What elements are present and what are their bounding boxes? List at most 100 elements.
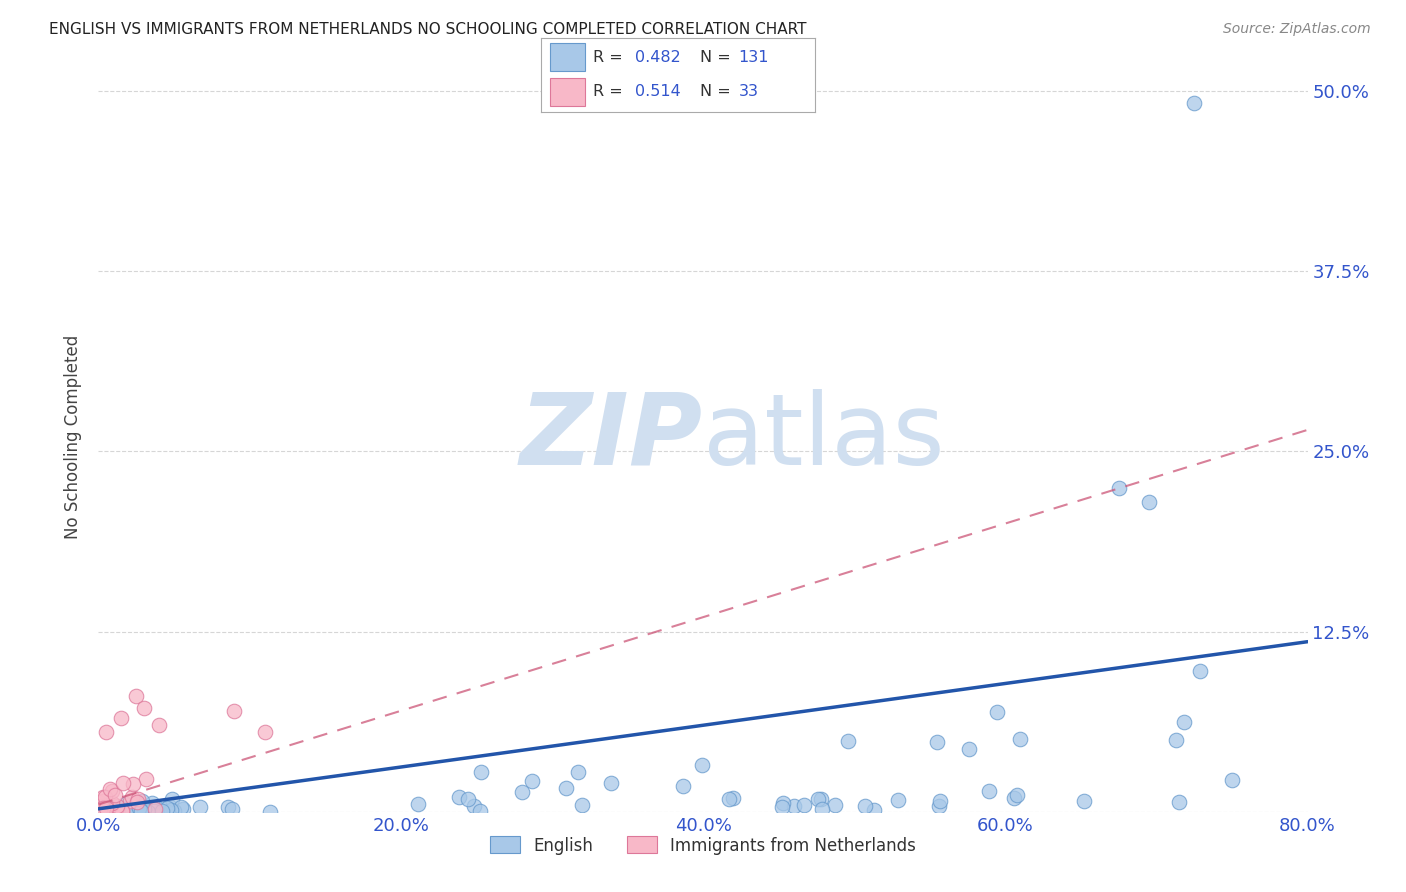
Point — [104, 789, 127, 803]
Point — [93, 802, 115, 816]
Point — [110, 803, 132, 817]
Point — [91, 801, 114, 815]
Point — [125, 804, 148, 818]
Point — [110, 803, 132, 817]
Point — [94, 801, 117, 815]
Point — [457, 792, 479, 806]
Point — [1002, 791, 1025, 805]
Point — [100, 801, 122, 815]
Text: R =: R = — [593, 50, 628, 65]
Point — [94, 804, 117, 818]
Point — [449, 790, 471, 805]
Point — [114, 803, 136, 817]
Text: ENGLISH VS IMMIGRANTS FROM NETHERLANDS NO SCHOOLING COMPLETED CORRELATION CHART: ENGLISH VS IMMIGRANTS FROM NETHERLANDS N… — [49, 22, 807, 37]
Point — [129, 805, 152, 819]
Point — [103, 805, 125, 819]
Point — [690, 758, 713, 772]
Point — [112, 776, 135, 790]
Point — [721, 791, 744, 805]
Point — [134, 803, 156, 817]
Point — [98, 804, 121, 818]
Point — [97, 801, 120, 815]
Point — [111, 805, 134, 819]
Point — [125, 795, 148, 809]
Point — [98, 803, 121, 817]
Point — [567, 764, 589, 779]
Point — [98, 801, 121, 815]
Point — [101, 796, 124, 810]
Point — [807, 792, 830, 806]
Point — [105, 802, 128, 816]
Point — [163, 804, 186, 818]
Point — [128, 801, 150, 815]
Point — [91, 805, 114, 819]
Point — [135, 772, 157, 787]
Point — [103, 805, 125, 819]
Point — [770, 800, 793, 814]
Point — [114, 802, 136, 816]
Point — [217, 799, 239, 814]
Point — [138, 805, 160, 819]
Text: Source: ZipAtlas.com: Source: ZipAtlas.com — [1223, 22, 1371, 37]
Bar — [550, 78, 585, 105]
Point — [124, 804, 146, 818]
Point — [929, 794, 952, 808]
Point — [90, 801, 112, 815]
Text: 131: 131 — [738, 50, 769, 65]
Point — [94, 725, 117, 739]
Point — [127, 800, 149, 814]
Point — [101, 783, 124, 797]
Point — [118, 801, 141, 815]
Point — [811, 802, 834, 816]
Point — [94, 790, 117, 805]
Point — [824, 798, 846, 813]
Point — [122, 804, 145, 818]
Point — [1167, 795, 1189, 809]
Point — [122, 777, 145, 791]
Point — [134, 805, 156, 819]
Point — [105, 805, 128, 819]
Text: N =: N = — [700, 50, 737, 65]
Point — [510, 785, 533, 799]
Point — [131, 804, 153, 818]
Point — [91, 805, 114, 819]
Point — [105, 804, 128, 818]
Point — [408, 797, 430, 811]
Point — [145, 801, 167, 815]
Point — [977, 783, 1000, 797]
Point — [928, 798, 950, 813]
Point — [122, 803, 145, 817]
Point — [862, 803, 884, 817]
Point — [128, 805, 150, 819]
Point — [94, 797, 117, 812]
Point — [599, 776, 621, 790]
Point — [1073, 794, 1095, 808]
Point — [172, 802, 194, 816]
Text: ZIP: ZIP — [520, 389, 703, 485]
Point — [111, 804, 134, 818]
Point — [253, 725, 276, 739]
Point — [1189, 665, 1212, 679]
Text: 0.514: 0.514 — [634, 84, 681, 99]
Point — [90, 804, 112, 818]
Point — [887, 793, 910, 807]
Point — [101, 804, 124, 818]
Point — [122, 804, 145, 818]
Point — [468, 804, 491, 818]
Point — [121, 805, 143, 819]
Point — [121, 789, 143, 804]
Point — [554, 780, 576, 795]
Text: N =: N = — [700, 84, 737, 99]
Point — [118, 804, 141, 818]
Point — [188, 800, 211, 814]
Point — [957, 741, 980, 756]
Point — [160, 791, 183, 805]
Point — [120, 804, 142, 818]
Point — [150, 804, 173, 818]
Point — [463, 798, 485, 813]
Point — [837, 733, 859, 747]
Point — [128, 800, 150, 814]
Point — [132, 701, 155, 715]
Point — [110, 801, 132, 815]
Point — [110, 711, 132, 725]
